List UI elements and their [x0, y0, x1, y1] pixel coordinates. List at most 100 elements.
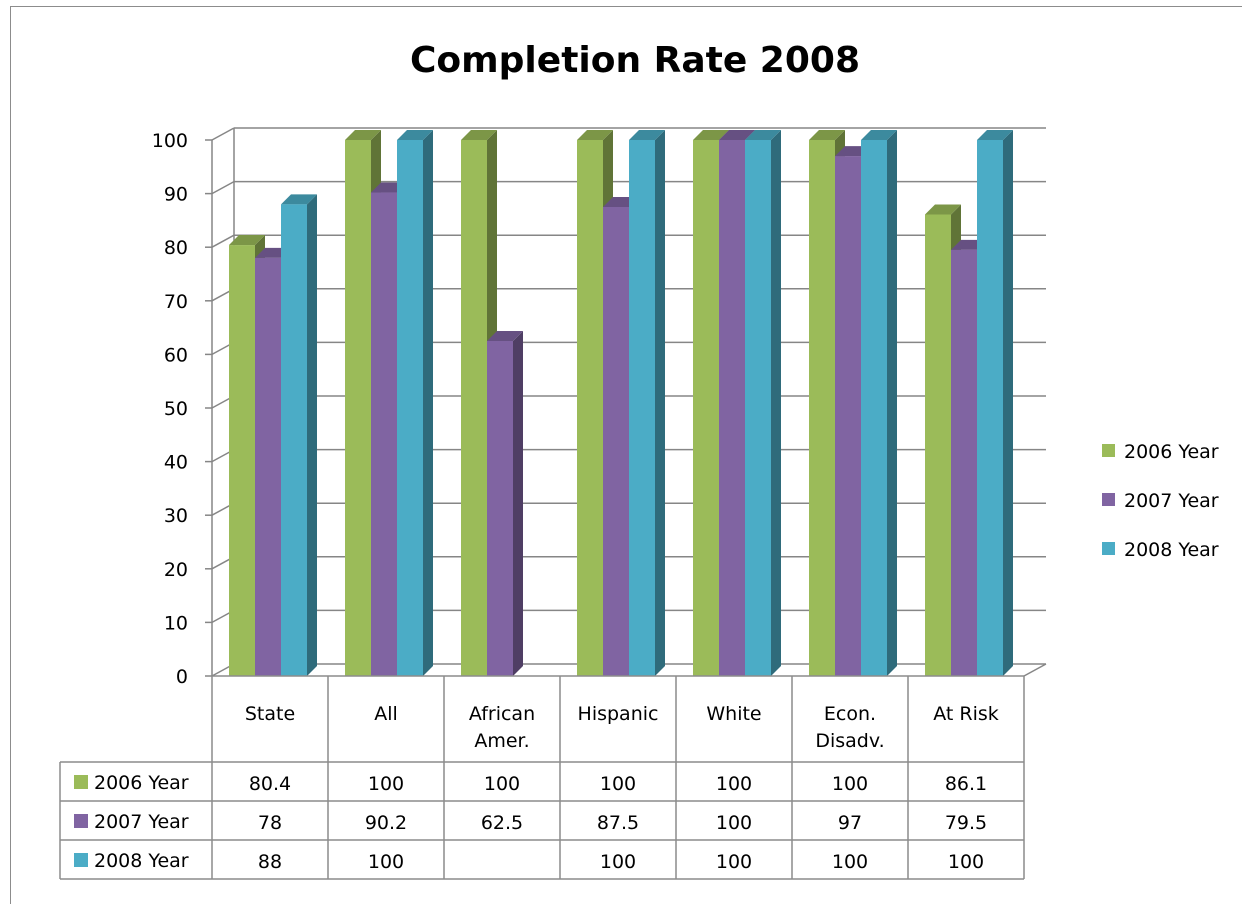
bar-top — [925, 204, 961, 215]
y-tick-label: 0 — [176, 666, 188, 688]
category-label: All — [374, 703, 398, 725]
bar-0-2 — [281, 194, 317, 676]
row-header: 2007 Year — [94, 811, 189, 833]
bar-front — [603, 207, 629, 676]
row-legend-key — [74, 775, 88, 789]
bar-front — [809, 140, 835, 676]
bars — [229, 130, 1013, 677]
gridline-depth — [211, 234, 235, 248]
bar-front — [255, 257, 281, 676]
y-tick-label: 70 — [164, 291, 188, 313]
category-label: Hispanic — [578, 703, 659, 725]
bar-top — [397, 130, 433, 140]
legend-key — [1102, 493, 1115, 506]
table-cell: 80.4 — [249, 773, 291, 795]
bar-front — [925, 214, 951, 676]
y-tick-label: 90 — [164, 184, 188, 206]
legend-label: 2008 Year — [1124, 539, 1219, 561]
y-tick-label: 80 — [164, 237, 188, 259]
table-cell: 100 — [484, 773, 520, 795]
bar-front — [345, 140, 371, 676]
bar-front — [835, 156, 861, 676]
table-cell: 100 — [368, 773, 404, 795]
table-cell: 88 — [258, 851, 282, 873]
bar-top — [345, 130, 381, 140]
table-cell: 90.2 — [365, 812, 407, 834]
bar-side — [1003, 130, 1013, 676]
table-cell: 100 — [368, 851, 404, 873]
table-cell: 87.5 — [597, 812, 639, 834]
row-legend-key — [74, 814, 88, 828]
legend-label: 2007 Year — [1124, 490, 1219, 512]
bar-top — [745, 130, 781, 140]
table-cell: 86.1 — [945, 773, 987, 795]
table-cell: 100 — [716, 851, 752, 873]
bar-2-0 — [461, 130, 497, 676]
row-legend-key — [74, 853, 88, 867]
bar-front — [977, 140, 1003, 676]
table-cell: 100 — [716, 773, 752, 795]
bar-side — [423, 130, 433, 676]
bar-1-2 — [397, 130, 433, 676]
bar-top — [693, 130, 729, 140]
table-cell: 100 — [600, 851, 636, 873]
bar-top — [487, 331, 523, 341]
category-label: At Risk — [933, 703, 999, 725]
bar-5-2 — [861, 130, 897, 676]
bar-top — [281, 194, 317, 205]
y-tick-label: 50 — [164, 398, 188, 420]
y-tick-label: 30 — [164, 505, 188, 527]
legend-key — [1102, 542, 1115, 555]
category-label: State — [245, 703, 295, 725]
y-tick-label: 20 — [164, 559, 188, 581]
gridline-depth — [211, 127, 235, 141]
bar-front — [281, 204, 307, 676]
legend: 2006 Year 2007 Year 2008 Year — [1102, 441, 1219, 561]
table-cell: 100 — [716, 812, 752, 834]
bar-front — [371, 192, 397, 676]
bar-front — [397, 140, 423, 676]
bar-front — [861, 140, 887, 676]
bar-front — [461, 140, 487, 676]
y-axis: 0 10 20 30 40 50 60 70 80 90 100 — [152, 130, 212, 688]
legend-label: 2006 Year — [1124, 441, 1219, 463]
y-tick-label: 60 — [164, 344, 188, 366]
table-cell: 100 — [948, 851, 984, 873]
bar-top — [809, 130, 845, 140]
bar-3-2 — [629, 130, 665, 676]
data-table: State All African Amer. Hispanic White Econ. Di… — [59, 675, 1025, 880]
floor-right-edge — [1023, 663, 1047, 677]
bar-front — [577, 140, 603, 676]
table-cell: 97 — [838, 812, 862, 834]
bar-side — [771, 130, 781, 676]
table-cell: 100 — [600, 773, 636, 795]
bar-side — [307, 194, 317, 676]
bar-4-2 — [745, 130, 781, 676]
bar-top — [719, 130, 755, 140]
table-cell: 100 — [832, 851, 868, 873]
bar-side — [887, 130, 897, 676]
y-tick-label: 40 — [164, 452, 188, 474]
table-cell: 79.5 — [945, 812, 987, 834]
table-cell: 100 — [832, 773, 868, 795]
bar-top — [861, 130, 897, 140]
bar-front — [951, 249, 977, 676]
bar-side — [655, 130, 665, 676]
bar-front — [693, 140, 719, 676]
bar-front — [229, 245, 255, 676]
legend-key — [1102, 444, 1115, 457]
bar-top — [629, 130, 665, 140]
bar-top — [461, 130, 497, 140]
table-cell: 62.5 — [481, 812, 523, 834]
bar-front — [719, 140, 745, 676]
bar-top — [577, 130, 613, 140]
category-label: African Amer. — [469, 703, 535, 752]
category-label: Econ. Disadv. — [815, 703, 884, 752]
gridline-depth — [211, 180, 235, 195]
y-tick-label: 100 — [152, 130, 188, 152]
y-tick-label: 10 — [164, 612, 188, 634]
row-header: 2006 Year — [94, 772, 189, 794]
bar-6-2 — [977, 130, 1013, 676]
bar-top — [229, 235, 265, 246]
